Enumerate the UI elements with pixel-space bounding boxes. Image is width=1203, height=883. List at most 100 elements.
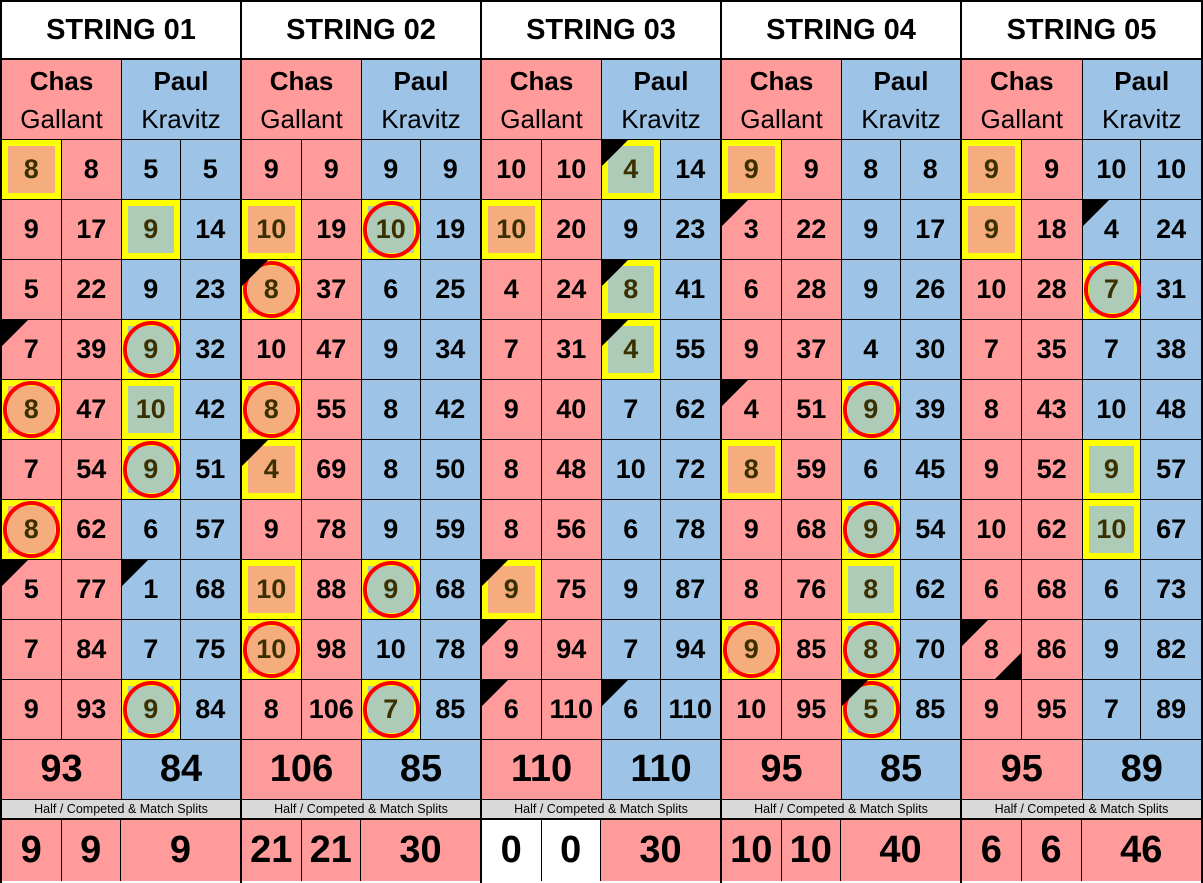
paul-frame-score[interactable]: 8	[361, 380, 421, 439]
chas-frame-score[interactable]: 9	[962, 440, 1022, 499]
chas-frame-score[interactable]: 8	[722, 560, 782, 619]
paul-frame-score[interactable]: 7	[361, 680, 421, 739]
chas-running-total[interactable]: 19	[301, 200, 361, 259]
paul-running-total[interactable]: 89	[1141, 680, 1201, 739]
paul-frame-score[interactable]: 7	[601, 620, 661, 679]
chas-frame-score[interactable]: 9	[242, 500, 302, 559]
paul-running-total[interactable]: 32	[180, 320, 241, 379]
paul-frame-score[interactable]: 7	[1081, 320, 1142, 379]
paul-running-total[interactable]: 17	[900, 200, 961, 259]
paul-running-total[interactable]: 87	[660, 560, 721, 619]
paul-running-total[interactable]: 82	[1141, 620, 1201, 679]
paul-frame-score[interactable]: 10	[361, 620, 421, 679]
chas-running-total[interactable]: 52	[1021, 440, 1082, 499]
chas-frame-score[interactable]: 8	[962, 380, 1022, 439]
chas-running-total[interactable]: 20	[541, 200, 601, 259]
chas-running-total[interactable]: 56	[541, 500, 601, 559]
paul-frame-score[interactable]: 4	[1081, 200, 1142, 259]
paul-running-total[interactable]: 5	[180, 140, 241, 199]
chas-frame-score[interactable]: 10	[722, 680, 782, 739]
paul-running-total[interactable]: 57	[180, 500, 241, 559]
chas-running-total[interactable]: 54	[61, 440, 121, 499]
paul-running-total[interactable]: 110	[660, 680, 721, 739]
paul-frame-score[interactable]: 9	[361, 140, 421, 199]
paul-frame-score[interactable]: 10	[601, 440, 661, 499]
paul-running-total[interactable]: 51	[180, 440, 241, 499]
paul-running-total[interactable]: 54	[900, 500, 961, 559]
chas-running-total[interactable]: 75	[541, 560, 601, 619]
paul-frame-score[interactable]: 9	[361, 320, 421, 379]
paul-running-total[interactable]: 68	[180, 560, 241, 619]
paul-frame-score[interactable]: 9	[361, 560, 421, 619]
paul-frame-score[interactable]: 7	[121, 620, 181, 679]
paul-frame-score[interactable]: 9	[121, 680, 181, 739]
paul-running-total[interactable]: 39	[900, 380, 961, 439]
chas-frame-score[interactable]: 9	[722, 500, 782, 559]
paul-running-total[interactable]: 70	[900, 620, 961, 679]
chas-frame-score[interactable]: 9	[962, 200, 1022, 259]
chas-frame-score[interactable]: 10	[242, 320, 302, 379]
chas-frame-score[interactable]: 3	[722, 200, 782, 259]
paul-frame-score[interactable]: 8	[841, 560, 901, 619]
paul-running-total[interactable]: 23	[180, 260, 241, 319]
paul-frame-score[interactable]: 1	[121, 560, 181, 619]
chas-frame-score[interactable]: 9	[242, 140, 302, 199]
paul-frame-score[interactable]: 9	[841, 260, 901, 319]
paul-frame-score[interactable]: 8	[601, 260, 661, 319]
paul-running-total[interactable]: 38	[1141, 320, 1201, 379]
chas-running-total[interactable]: 24	[541, 260, 601, 319]
chas-running-total[interactable]: 9	[301, 140, 361, 199]
paul-frame-score[interactable]: 4	[601, 140, 661, 199]
paul-running-total[interactable]: 23	[660, 200, 721, 259]
paul-running-total[interactable]: 10	[1141, 140, 1201, 199]
paul-frame-score[interactable]: 9	[601, 200, 661, 259]
paul-frame-score[interactable]: 9	[121, 260, 181, 319]
paul-frame-score[interactable]: 5	[121, 140, 181, 199]
chas-frame-score[interactable]: 6	[722, 260, 782, 319]
paul-frame-score[interactable]: 6	[601, 680, 661, 739]
chas-frame-score[interactable]: 4	[482, 260, 542, 319]
chas-running-total[interactable]: 28	[781, 260, 841, 319]
paul-running-total[interactable]: 8	[900, 140, 961, 199]
chas-frame-score[interactable]: 8	[2, 140, 62, 199]
chas-running-total[interactable]: 48	[541, 440, 601, 499]
paul-frame-score[interactable]: 9	[841, 500, 901, 559]
paul-running-total[interactable]: 57	[1141, 440, 1201, 499]
chas-frame-score[interactable]: 8	[722, 440, 782, 499]
chas-frame-score[interactable]: 7	[2, 320, 62, 379]
chas-running-total[interactable]: 98	[301, 620, 361, 679]
chas-running-total[interactable]: 86	[1021, 620, 1082, 679]
chas-frame-score[interactable]: 10	[962, 260, 1022, 319]
chas-running-total[interactable]: 68	[1021, 560, 1082, 619]
chas-running-total[interactable]: 94	[541, 620, 601, 679]
paul-frame-score[interactable]: 9	[121, 200, 181, 259]
paul-frame-score[interactable]: 8	[841, 140, 901, 199]
chas-frame-score[interactable]: 10	[242, 620, 302, 679]
chas-frame-score[interactable]: 4	[722, 380, 782, 439]
paul-running-total[interactable]: 75	[180, 620, 241, 679]
chas-frame-score[interactable]: 10	[242, 560, 302, 619]
paul-frame-score[interactable]: 9	[361, 500, 421, 559]
chas-running-total[interactable]: 55	[301, 380, 361, 439]
paul-running-total[interactable]: 24	[1141, 200, 1201, 259]
chas-frame-score[interactable]: 8	[2, 380, 62, 439]
chas-running-total[interactable]: 40	[541, 380, 601, 439]
chas-frame-score[interactable]: 9	[722, 320, 782, 379]
chas-running-total[interactable]: 47	[61, 380, 121, 439]
chas-frame-score[interactable]: 7	[962, 320, 1022, 379]
paul-running-total[interactable]: 14	[660, 140, 721, 199]
paul-running-total[interactable]: 72	[660, 440, 721, 499]
paul-running-total[interactable]: 45	[900, 440, 961, 499]
chas-running-total[interactable]: 78	[301, 500, 361, 559]
paul-running-total[interactable]: 78	[660, 500, 721, 559]
chas-frame-score[interactable]: 6	[962, 560, 1022, 619]
chas-running-total[interactable]: 84	[61, 620, 121, 679]
paul-running-total[interactable]: 30	[900, 320, 961, 379]
paul-running-total[interactable]: 73	[1141, 560, 1201, 619]
paul-frame-score[interactable]: 9	[841, 200, 901, 259]
chas-frame-score[interactable]: 10	[962, 500, 1022, 559]
paul-frame-score[interactable]: 9	[601, 560, 661, 619]
chas-frame-score[interactable]: 9	[482, 380, 542, 439]
chas-frame-score[interactable]: 9	[2, 680, 62, 739]
chas-running-total[interactable]: 88	[301, 560, 361, 619]
